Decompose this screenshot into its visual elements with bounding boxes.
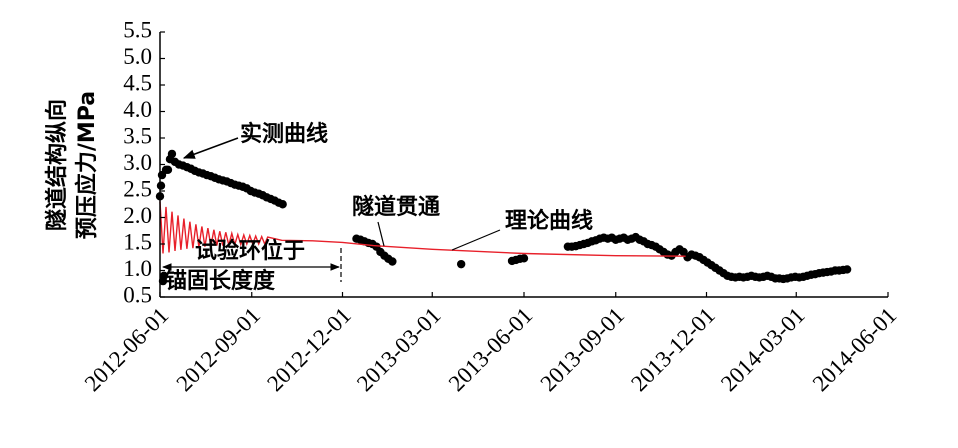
plot-area [155,149,852,286]
y-tick-label: 1.0 [123,256,152,281]
pointer [377,221,385,247]
data-point [519,254,529,263]
x-tick-label: 2014-06-01 [808,303,902,397]
x-tick-label: 2013-06-01 [444,303,538,397]
y-tick-label: 2.0 [123,203,152,228]
data-point [167,149,177,159]
annotation: 隧道贯通 [352,194,440,220]
x-tick-label: 2012-09-01 [171,303,265,397]
y-tick-label: 1.5 [123,229,152,254]
y-tick-label: 5.0 [123,44,152,69]
y-tick-label: 3.5 [123,123,152,148]
y-tick-label: 0.5 [123,282,152,307]
y-tick-label: 2.5 [123,176,152,201]
data-point [163,165,173,174]
data-point [156,181,166,190]
y-tick-label: 5.5 [123,17,152,42]
x-tick-label: 2013-03-01 [352,303,446,397]
y-tick-label: 4.5 [123,70,152,95]
curve-label: 实测曲线 [240,121,328,147]
y-tick-label: 3.0 [123,150,152,175]
y-axis-label: 隧道结构纵向 [44,99,70,231]
annotation: 试验环位于 [195,238,305,264]
curve [159,201,686,257]
data-point [278,200,287,209]
y-axis-label: 预压应力/MPa [74,91,100,239]
pointer [451,229,501,251]
x-tick-label: 2013-12-01 [626,303,720,397]
pointer [182,137,239,159]
curve-label: 理论曲线 [505,208,593,234]
x-tick-label: 2012-06-01 [80,303,174,397]
data-point [388,257,397,266]
x-tick-label: 2012-12-01 [262,303,356,397]
x-tick-label: 2014-03-01 [716,303,810,397]
annotation: 锚固长度度 [165,268,276,294]
data-point [456,259,466,269]
x-tick-label: 2013-09-01 [535,303,629,397]
y-tick-label: 4.0 [123,97,152,122]
data-point [842,265,852,274]
